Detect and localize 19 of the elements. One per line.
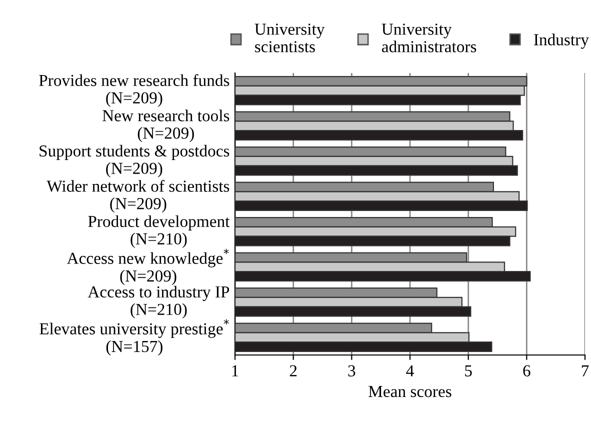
legend-label: University scientists: [254, 24, 325, 52]
x-tick-label: 2: [290, 365, 297, 376]
x-tick-label: 7: [582, 365, 589, 376]
y-tick-label: Wider network of scientists (N=209): [46, 180, 230, 213]
y-tick-label: Provides new research funds (N=209): [39, 74, 230, 107]
x-tick-label: 5: [465, 365, 472, 376]
x-tick-label: 3: [348, 365, 356, 376]
category-label: Elevates university prestige$^{*}$ (N=157): [40, 319, 229, 356]
x-tick-label: 1: [232, 365, 238, 376]
x-tick-label: 4: [406, 365, 414, 376]
x-tick-label: 6: [523, 365, 530, 376]
y-tick-label: Product development (N=210): [88, 215, 230, 248]
y-tick-label: Access to industry IP (N=210): [88, 286, 230, 318]
legend-label: University administrators: [382, 24, 476, 52]
y-tick-label: Support students & postdocs (N=209): [40, 144, 230, 178]
y-tick-label: New research tools (N=209): [102, 110, 230, 142]
legend-label: Industry: [534, 34, 589, 49]
category-label: Access new knowledge$^{*}$ (N=209): [66, 248, 229, 286]
x-axis-title: Mean scores: [368, 386, 452, 398]
